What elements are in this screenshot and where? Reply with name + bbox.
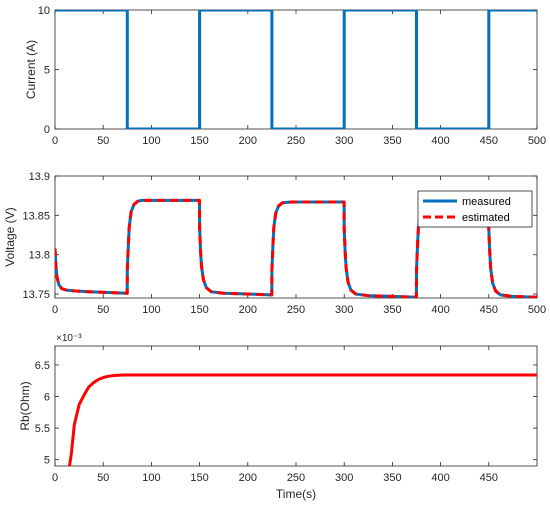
current-xtick-label: 100: [142, 135, 160, 147]
rb-xtick-label: 400: [431, 472, 449, 484]
voltage-xtick-label: 250: [287, 304, 305, 316]
current-ytick-label: 5: [44, 65, 50, 77]
rb-xtick-label: 150: [190, 472, 208, 484]
voltage-ylabel: Voltage (V): [3, 207, 17, 266]
rb-xtick-label: 200: [239, 472, 257, 484]
rb-ytick-label: 6: [44, 392, 50, 404]
voltage-ytick-label: 13.75: [22, 289, 50, 301]
voltage-xtick-label: 400: [431, 304, 449, 316]
rb-xtick-label: 50: [97, 472, 109, 484]
current-xtick-label: 150: [190, 135, 208, 147]
voltage-panel: 0 50 100 150 200 250 300 350 400 450 500 13.75 13.8 1…: [3, 171, 546, 316]
rb-ytick-label: 5: [44, 455, 50, 467]
voltage-xtick-label: 50: [97, 304, 109, 316]
current-ticks: 0 50 100 150 200 250 300 350 400 450 500 0 5 10: [38, 5, 546, 147]
rb-ylabel: Rb(Ohm): [18, 381, 32, 430]
current-xtick-label: 350: [383, 135, 401, 147]
rb-xtick-label: 100: [142, 472, 160, 484]
voltage-xtick-label: 450: [480, 304, 498, 316]
rb-plot-area: [54, 345, 538, 467]
current-plot-area: [54, 9, 538, 130]
rb-panel: 0 50 100 150 200 250 300 350 400 450 5 5.5 6 6.5 Rb(O…: [18, 333, 538, 501]
voltage-ytick-label: 13.9: [29, 171, 50, 183]
legend-box: [417, 190, 533, 228]
rb-xtick-label: 450: [480, 472, 498, 484]
legend-label-estimated: estimated: [462, 212, 510, 224]
voltage-ytick-label: 13.85: [22, 210, 50, 222]
voltage-xtick-label: 350: [383, 304, 401, 316]
current-ytick-label: 10: [38, 5, 50, 17]
voltage-ytick-label: 13.8: [29, 250, 50, 262]
legend-label-measured: measured: [462, 196, 511, 208]
current-xtick-label: 0: [52, 135, 58, 147]
rb-xtick-label: 350: [383, 472, 401, 484]
current-xtick-label: 400: [431, 135, 449, 147]
current-ytick-label: 0: [44, 124, 50, 136]
voltage-xtick-label: 300: [335, 304, 353, 316]
current-xtick-label: 50: [97, 135, 109, 147]
current-xtick-label: 200: [239, 135, 257, 147]
rb-ytick-label: 6.5: [35, 360, 50, 372]
rb-xlabel: Time(s): [276, 487, 316, 501]
rb-xtick-label: 300: [335, 472, 353, 484]
voltage-xtick-label: 100: [142, 304, 160, 316]
current-xtick-label: 250: [287, 135, 305, 147]
rb-ticks: 0 50 100 150 200 250 300 350 400 450 5 5.5 6 6.5: [35, 346, 537, 484]
rb-ytick-label: 5.5: [35, 423, 50, 435]
current-xtick-label: 500: [528, 135, 546, 147]
current-xtick-label: 450: [480, 135, 498, 147]
current-panel: 0 50 100 150 200 250 300 350 400 450 500 0 5 10 Curre…: [24, 5, 546, 147]
voltage-ticks: 0 50 100 150 200 250 300 350 400 450 500 13.75 13.8 1…: [22, 171, 546, 316]
voltage-xtick-label: 0: [52, 304, 58, 316]
current-ylabel: Current (A): [24, 40, 38, 99]
voltage-xtick-label: 500: [528, 304, 546, 316]
rb-xtick-label: 0: [52, 472, 58, 484]
rb-series-line-0: [67, 373, 537, 466]
rb-lines: [67, 373, 537, 466]
current-xtick-label: 300: [335, 135, 353, 147]
voltage-xtick-label: 200: [239, 304, 257, 316]
rb-exponent: ×10⁻³: [56, 333, 82, 344]
voltage-xtick-label: 150: [190, 304, 208, 316]
rb-xtick-label: 250: [287, 472, 305, 484]
voltage-legend: measured estimated: [417, 190, 533, 228]
